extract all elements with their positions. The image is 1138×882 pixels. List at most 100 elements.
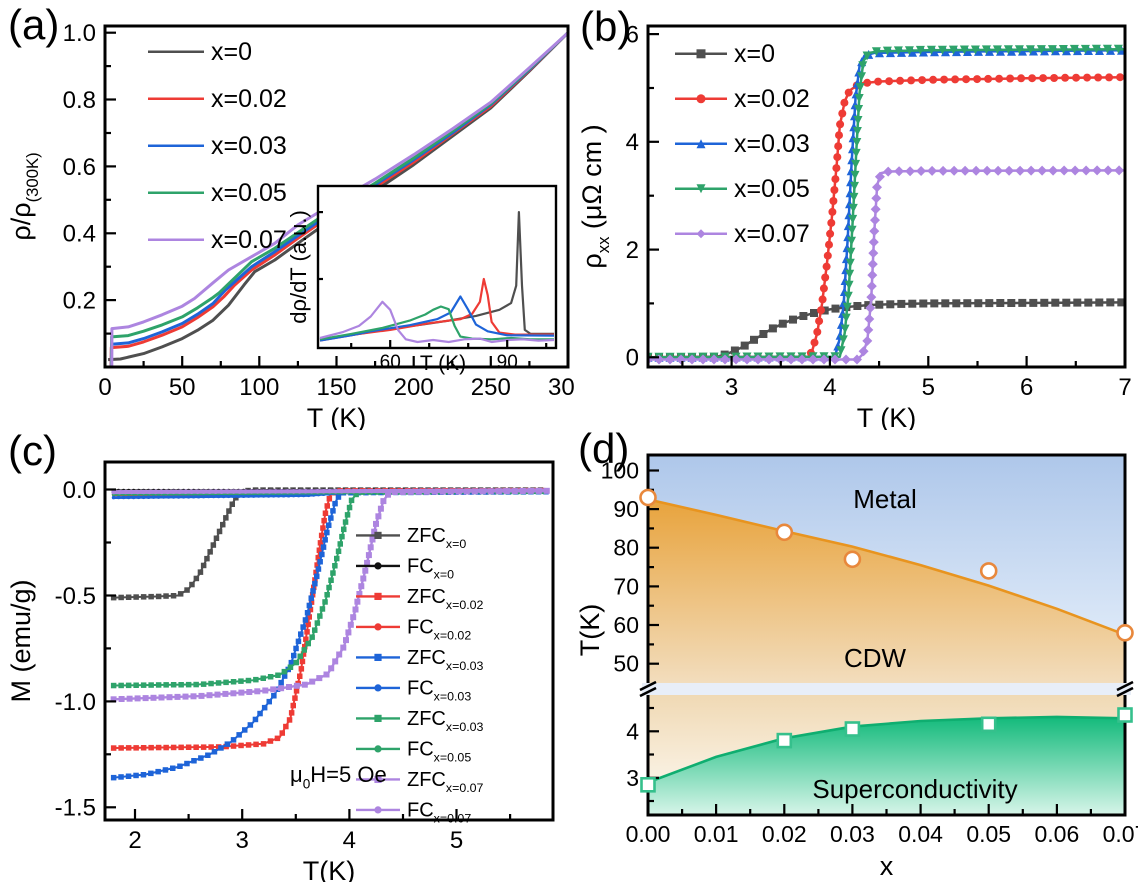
axes: 0 50 100 150 200 250 300 0.2 0.4 0.6 0.8 1.0 T (K) ρ/…: [6, 20, 588, 433]
legend-entry: ZFCx=0.02: [356, 586, 484, 612]
panel-a: 0 50 100 150 200 250 300 0.2 0.4 0.6 0.8 1.0 T (K) ρ/…: [0, 0, 588, 433]
legend-entry: FCx=0.07: [356, 800, 471, 826]
panel-c: 2 3 4 5 0.0 -0.5 -1.0 -1.5 T(K) M (emu/g) ZFCx=0 FC…: [0, 430, 575, 882]
legend-entry: ZFCx=0.03: [356, 647, 484, 673]
legend-entry: x=0.02: [675, 85, 810, 113]
series-markers-x=0: [648, 298, 1125, 362]
y-tick-label: -1.0: [55, 689, 96, 716]
region-labels: Metal CDW Superconductivity: [812, 484, 1017, 804]
legend-entry: FCx=0.02: [356, 617, 471, 643]
legend-label: FCx=0.05: [407, 739, 471, 765]
series-x=0.02: [648, 75, 1125, 359]
y-tick-label: 0.4: [63, 221, 96, 248]
axis-frame: [103, 460, 555, 822]
x-tick-label: 0.00: [626, 821, 671, 847]
y-tick-label: 3: [626, 765, 639, 791]
y-tick-label: 60: [613, 612, 639, 638]
legend: x=0 x=0.02 x=0.03 x=0.05 x=0.07: [675, 40, 810, 248]
legend-label: ZFCx=0.03: [407, 647, 484, 673]
x-tick-label: 2: [128, 827, 141, 854]
x-tick-label: 0: [98, 374, 111, 401]
y-tick-label: 0: [626, 345, 639, 372]
x-tick-label: 0.01: [694, 821, 739, 847]
y-axis-label: T(K): [575, 604, 605, 656]
inset-series-x=0.03: [319, 295, 555, 342]
legend-label: x=0: [734, 40, 775, 68]
legend-label: ZFCx=0.02: [407, 586, 484, 612]
legend: ZFCx=0 FCx=0 ZFCx=0.02 FCx=0.02 ZFCx=0.03 FCx…: [356, 525, 484, 826]
legend-label: x=0.05: [734, 175, 810, 203]
series-ZFC x=0.03: [113, 490, 548, 779]
series-markers-FC x=0.07: [111, 488, 548, 495]
x-tick-label: 5: [922, 374, 935, 401]
legend-entry: ZFCx=0: [356, 525, 466, 551]
plot-series: [108, 31, 568, 367]
x-axis-label: T(K): [303, 856, 355, 882]
x-tick-label: 0.05: [966, 821, 1011, 847]
sc-point: [776, 732, 793, 749]
x-axis-label: x: [880, 851, 894, 881]
x-axis-label: T (K): [307, 403, 367, 430]
legend-entry: FCx=0: [356, 556, 454, 582]
legend-label: x=0.03: [734, 130, 810, 158]
cdw-point: [843, 550, 862, 569]
legend-entry: ZFCx=0.03: [356, 708, 484, 734]
cdw-point: [639, 488, 657, 507]
x-tick-label: 0.06: [1034, 821, 1079, 847]
panel-b-letter: (b): [580, 3, 632, 50]
legend-entry: x=0.07: [148, 226, 287, 254]
y-tick-label: 6: [626, 21, 639, 48]
x-tick-label: 300: [548, 374, 575, 401]
label-cdw: CDW: [844, 643, 907, 673]
x-tick-label: 4: [343, 827, 356, 854]
legend-label: FCx=0.03: [407, 678, 471, 704]
legend-entry: x=0.05: [675, 175, 810, 203]
series-ZFC x=0.02: [113, 489, 548, 749]
y-tick-label: 70: [613, 573, 639, 599]
panel-b-chart: 3 4 5 6 7 0 2 4 6 T (K) ρxx (μΩ cm ) x=0 x=0.02 x=0.0…: [577, 21, 1132, 433]
axis-break-band: [642, 683, 1131, 695]
series-x=0.07: [648, 169, 1125, 361]
region-cdw: [648, 499, 1125, 683]
series-x=0.03: [648, 48, 1125, 359]
inset: 60 90 T (K) dρ/dT (a.u.): [286, 184, 558, 375]
x-tick-label: 0.03: [830, 821, 875, 847]
series-x=0.05: [108, 31, 568, 367]
legend-label: x=0.02: [734, 85, 810, 113]
sc-point: [844, 721, 861, 737]
x-tick-label: 3: [236, 827, 249, 854]
legend-label: x=0: [211, 38, 252, 66]
legend-entry: x=0.03: [148, 132, 287, 160]
y-axis-label: M (emu/g): [6, 579, 36, 702]
legend-entry: x=0.03: [675, 130, 810, 158]
x-tick-label: 6: [1020, 374, 1033, 401]
x-axis-label: T (K): [857, 403, 917, 430]
legend-label: ZFCx=0.03: [407, 708, 484, 734]
panel-b: 3 4 5 6 7 0 2 4 6 T (K) ρxx (μΩ cm ) x=0 x=0.02 x=0.0…: [575, 0, 1138, 433]
inset-y-axis-label: dρ/dT (a.u.): [286, 210, 311, 324]
series-markers-x=0.05: [648, 44, 1123, 362]
inset-x-tick-label: 90: [497, 352, 518, 373]
legend-label: FCx=0.07: [407, 800, 471, 826]
cdw-point: [775, 523, 794, 542]
y-tick-label: -1.5: [55, 795, 96, 822]
inset-x-axis-label: T (K): [420, 352, 466, 375]
panel-d: 0.00 0.01 0.02 0.03 0.04 0.05 0.06 0.07 50 60 70 80…: [575, 430, 1138, 882]
panel-c-letter: (c): [8, 427, 57, 474]
panel-d-letter: (d): [578, 425, 630, 472]
legend-label: ZFCx=0.07: [407, 769, 484, 795]
y-tick-label: 1.0: [63, 20, 96, 47]
phase-points: [639, 488, 1134, 793]
y-tick-label: 50: [613, 651, 639, 677]
legend-label: x=0.05: [211, 179, 287, 207]
x-tick-label: 100: [239, 374, 279, 401]
series-x=0: [108, 31, 568, 362]
legend-entry: x=0: [148, 38, 252, 66]
inset-x-tick-label: 60: [380, 352, 401, 373]
inset-frame: [316, 184, 558, 350]
series-x=0.05: [648, 47, 1125, 359]
inset-series-x=0.05: [319, 305, 554, 341]
sc-point: [1117, 707, 1133, 723]
series-x=0.07: [108, 31, 568, 367]
